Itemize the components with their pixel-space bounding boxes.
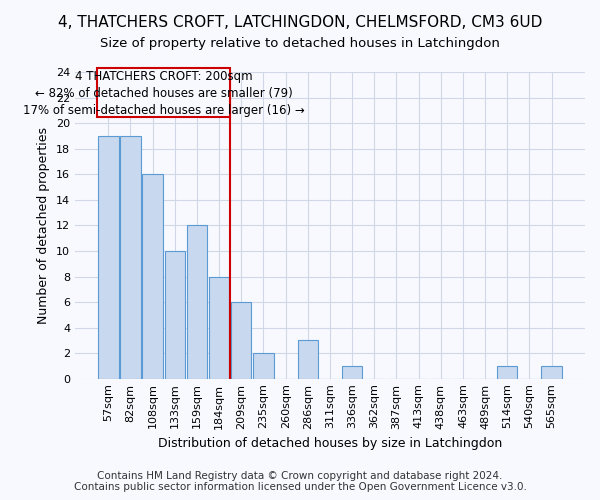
- Text: Size of property relative to detached houses in Latchingdon: Size of property relative to detached ho…: [100, 38, 500, 51]
- Bar: [209, 276, 229, 378]
- Bar: [164, 251, 185, 378]
- Bar: [187, 226, 207, 378]
- Bar: [298, 340, 318, 378]
- Y-axis label: Number of detached properties: Number of detached properties: [37, 127, 50, 324]
- FancyBboxPatch shape: [97, 68, 230, 117]
- Bar: [253, 353, 274, 378]
- Bar: [342, 366, 362, 378]
- X-axis label: Distribution of detached houses by size in Latchingdon: Distribution of detached houses by size …: [158, 437, 502, 450]
- Bar: [541, 366, 562, 378]
- Bar: [142, 174, 163, 378]
- Bar: [120, 136, 140, 378]
- Bar: [98, 136, 119, 378]
- Text: Contains HM Land Registry data © Crown copyright and database right 2024.
Contai: Contains HM Land Registry data © Crown c…: [74, 471, 526, 492]
- Text: 4 THATCHERS CROFT: 200sqm
← 82% of detached houses are smaller (79)
17% of semi-: 4 THATCHERS CROFT: 200sqm ← 82% of detac…: [23, 70, 305, 118]
- Text: 4, THATCHERS CROFT, LATCHINGDON, CHELMSFORD, CM3 6UD: 4, THATCHERS CROFT, LATCHINGDON, CHELMSF…: [58, 15, 542, 30]
- Bar: [497, 366, 517, 378]
- Bar: [231, 302, 251, 378]
